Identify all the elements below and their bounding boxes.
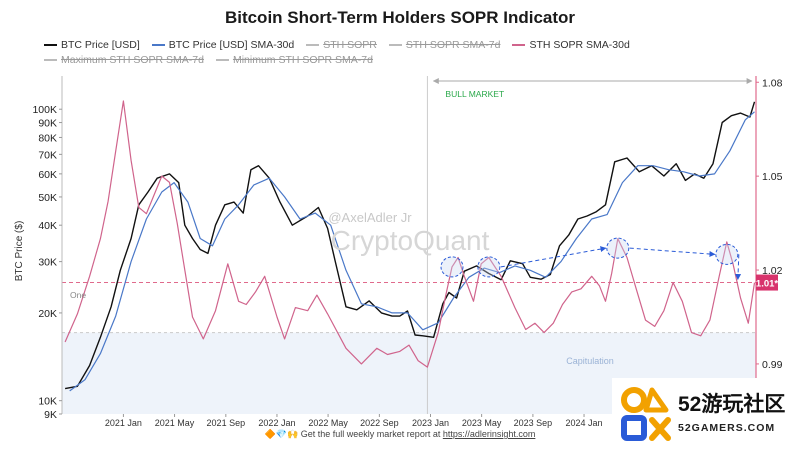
y2-tick-label: 1.05 [762, 171, 783, 183]
x-tick-label: 2022 Sep [360, 418, 399, 428]
y-tick-label: 30K [38, 257, 57, 269]
y2-tick-label: 0.99 [762, 359, 783, 371]
btc-price-line [64, 101, 756, 390]
x-tick-label: 2021 Sep [207, 418, 246, 428]
peak-circle-4 [715, 243, 739, 265]
y-tick-label: 70K [38, 149, 57, 161]
btc-price-sma30-line [69, 111, 755, 392]
peak-circle-1 [440, 256, 464, 278]
logo-main-text: 52游玩社区 [678, 393, 786, 416]
legend-label: STH SOPR [323, 39, 377, 51]
legend-swatch [215, 59, 229, 62]
chart-legend: BTC Price [USD] BTC Price [USD] SMA-30d ST… [44, 38, 764, 68]
peak-circle-2 [477, 256, 501, 278]
current-value-label: 1.01* [756, 279, 778, 290]
y-tick-label: 20K [38, 308, 57, 320]
chart-title: Bitcoin Short-Term Holders SOPR Indicato… [224, 8, 576, 27]
y-axis-title: BTC Price ($) [14, 221, 25, 282]
x-tick-label: 2023 May [462, 418, 502, 428]
capitulation-label: Capitulation [566, 356, 614, 366]
y-tick-label: 100K [32, 104, 57, 116]
legend-swatch [388, 44, 402, 47]
y2-tick-label: 1.08 [762, 77, 783, 89]
bull-market-label: BULL MARKET [445, 89, 504, 99]
footer-icons: 🔶💎🙌 [264, 429, 299, 439]
report-link[interactable]: https://adlerinsight.com [442, 429, 536, 439]
legend-label: BTC Price [USD] SMA-30d [168, 39, 295, 51]
x-tick-label: 2023 Jan [412, 418, 449, 428]
legend-swatch [44, 59, 57, 62]
footer-note: 🔶💎🙌 Get the full weekly market report at… [0, 429, 800, 440]
gamepad-symbols-icon [621, 387, 671, 441]
watermark-brand: CryptoQuant [331, 225, 490, 256]
one-label: One [70, 290, 86, 300]
y-tick-label: 50K [38, 192, 57, 204]
y-tick-label: 9K [44, 409, 57, 421]
current-value-badge [756, 274, 778, 291]
sth-sopr-sma30-line [64, 100, 756, 368]
site-logo-overlay: 52游玩社区 52GAMERS.COM [612, 378, 798, 448]
legend-item-3[interactable]: STH SOPR [306, 38, 377, 53]
legend-label: Maximum STH SOPR SMA-7d [61, 54, 204, 66]
x-tick-label: 2023 Sep [514, 418, 553, 428]
legend-swatch [306, 44, 320, 47]
peak-circle-3 [606, 237, 630, 259]
legend-item-2[interactable]: BTC Price [USD] SMA-30d [151, 38, 295, 53]
legend-item-7[interactable]: Minimum STH SOPR SMA-7d [215, 53, 373, 68]
y-tick-label: 60K [38, 169, 57, 181]
watermark-handle: @AxelAdler Jr [328, 210, 412, 225]
x-tick-label: 2022 May [308, 418, 348, 428]
legend-item-1[interactable]: BTC Price [USD] [44, 38, 140, 53]
footer-text: Get the full weekly market report at [300, 429, 443, 439]
x-tick-label: 2021 Jan [105, 418, 142, 428]
legend-label: STH SOPR SMA-7d [405, 39, 501, 51]
y-tick-label: 10K [38, 396, 57, 408]
legend-swatch [44, 44, 57, 47]
y2-tick-label: 1.02 [762, 265, 783, 277]
x-tick-label: 2021 May [155, 418, 195, 428]
legend-item-4[interactable]: STH SOPR SMA-7d [388, 38, 501, 53]
legend-label: BTC Price [USD] [61, 39, 140, 51]
y-tick-label: 40K [38, 220, 57, 232]
x-tick-label: 2022 Jan [258, 418, 295, 428]
peak-arrow-1 [500, 246, 607, 268]
legend-item-5[interactable]: STH SOPR SMA-30d [512, 38, 630, 53]
peak-arrow-3 [735, 254, 742, 281]
y-tick-label: 90K [38, 118, 57, 130]
peak-arrow-2 [629, 247, 716, 257]
logo-sub-text: 52GAMERS.COM [678, 422, 776, 434]
legend-label: STH SOPR SMA-30d [529, 39, 630, 51]
legend-swatch [512, 44, 526, 47]
legend-swatch [151, 44, 165, 47]
y-tick-label: 80K [38, 132, 57, 144]
legend-item-6[interactable]: Maximum STH SOPR SMA-7d [44, 53, 204, 68]
legend-label: Minimum STH SOPR SMA-7d [232, 54, 373, 66]
x-tick-label: 2024 Jan [566, 418, 603, 428]
